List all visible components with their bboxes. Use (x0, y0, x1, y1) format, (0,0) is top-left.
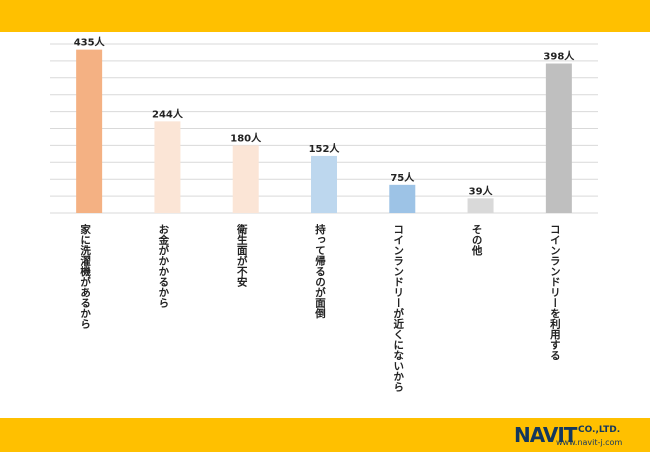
company-logo: NAVIT CO.,LTD. www.navit-j.com (514, 422, 642, 449)
bar-value-label: 180人 (230, 131, 262, 144)
category-label: コインランドリーが近くにないから (392, 224, 404, 393)
bar (311, 155, 337, 213)
bars (76, 49, 572, 214)
bar-value-label: 75人 (390, 171, 415, 184)
category-label: お金がかかるから (157, 224, 169, 309)
bar-chart: 435人 244人 180人 152人 75人 39人 398人 家に洗濯機があるから お金が… (50, 36, 598, 393)
category-label: コインランドリーを利用する (549, 224, 561, 361)
bar-value-label: 244人 (152, 107, 184, 120)
bar (76, 49, 103, 214)
bar-value-label: 398人 (543, 50, 575, 63)
bar (545, 63, 572, 214)
category-label: 家に洗濯機があるから (79, 223, 91, 330)
logo-mark: NAVIT (514, 423, 577, 447)
bar (232, 145, 259, 213)
logo-website: www.navit-j.com (556, 438, 623, 447)
top-band (0, 0, 650, 32)
value-labels: 435人 244人 180人 152人 75人 39人 398人 (74, 36, 576, 198)
category-label: 持って帰るのが面倒 (314, 223, 326, 319)
category-label: その他 (471, 224, 483, 256)
bar (389, 184, 416, 213)
bar (467, 198, 494, 213)
bottom-band (0, 418, 650, 452)
bar-value-label: 435人 (74, 36, 106, 49)
bar-value-label: 152人 (309, 142, 341, 155)
logo-company-suffix: CO.,LTD. (578, 425, 621, 435)
category-labels: 家に洗濯機があるから お金がかかるから 衛生面が不安 持って帰るのが面倒 コインランドリ… (79, 223, 561, 393)
bar (154, 121, 181, 213)
category-label: 衛生面が不安 (236, 223, 248, 288)
bar-value-label: 39人 (469, 184, 494, 197)
